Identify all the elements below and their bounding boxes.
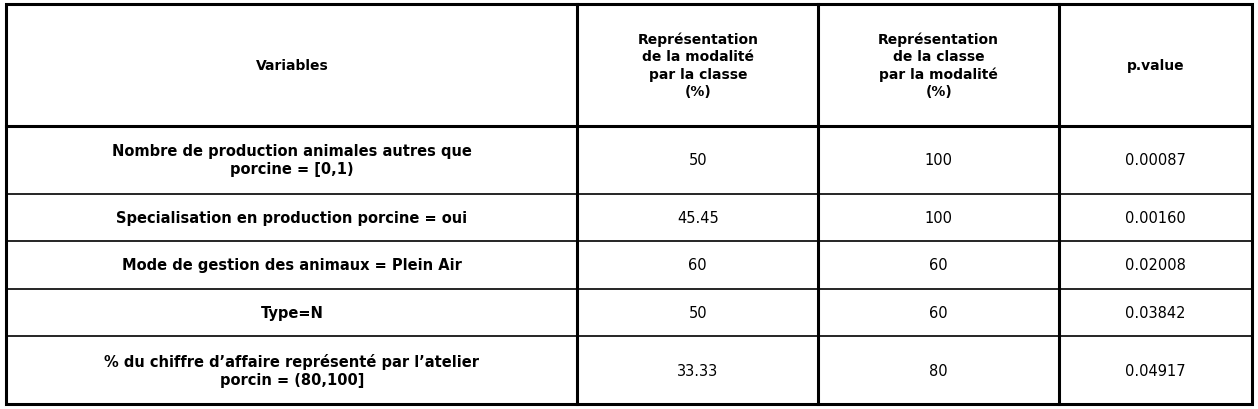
Text: 0.02008: 0.02008 bbox=[1125, 258, 1186, 273]
Text: % du chiffre d’affaire représenté par l’atelier
porcin = (80,100]: % du chiffre d’affaire représenté par l’… bbox=[104, 353, 479, 387]
Text: Représentation
de la classe
par la modalité
(%): Représentation de la classe par la modal… bbox=[878, 32, 999, 99]
Text: 100: 100 bbox=[925, 210, 952, 225]
Text: Specialisation en production porcine = oui: Specialisation en production porcine = o… bbox=[116, 210, 468, 225]
Text: Type=N: Type=N bbox=[260, 305, 323, 320]
Text: p.value: p.value bbox=[1127, 58, 1184, 72]
Text: Représentation
de la modalité
par la classe
(%): Représentation de la modalité par la cla… bbox=[638, 32, 759, 99]
Text: 33.33: 33.33 bbox=[677, 363, 718, 378]
Text: 80: 80 bbox=[930, 363, 949, 378]
Text: Mode de gestion des animaux = Plein Air: Mode de gestion des animaux = Plein Air bbox=[122, 258, 462, 273]
Text: Variables: Variables bbox=[255, 58, 328, 72]
Text: 100: 100 bbox=[925, 153, 952, 168]
Text: 0.00160: 0.00160 bbox=[1125, 210, 1186, 225]
Text: 60: 60 bbox=[688, 258, 707, 273]
Text: 0.00087: 0.00087 bbox=[1125, 153, 1186, 168]
Text: 45.45: 45.45 bbox=[677, 210, 718, 225]
Text: Nombre de production animales autres que
porcine = [0,1): Nombre de production animales autres que… bbox=[112, 144, 472, 177]
Text: 50: 50 bbox=[688, 153, 707, 168]
Text: 60: 60 bbox=[930, 305, 949, 320]
Text: 0.04917: 0.04917 bbox=[1125, 363, 1186, 378]
Text: 0.03842: 0.03842 bbox=[1125, 305, 1185, 320]
Text: 50: 50 bbox=[688, 305, 707, 320]
Text: 60: 60 bbox=[930, 258, 949, 273]
